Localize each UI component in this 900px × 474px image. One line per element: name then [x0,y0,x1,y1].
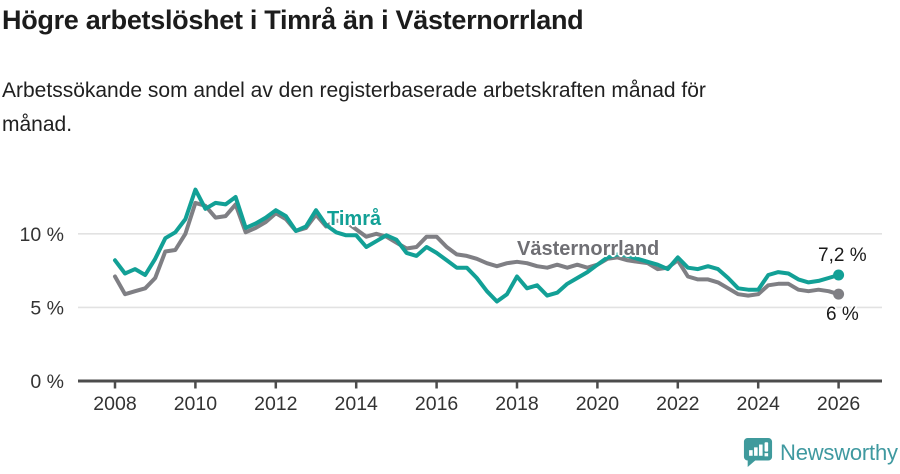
end-dot [833,269,845,281]
newsworthy-icon [743,437,773,468]
y-tick-label: 10 % [20,224,64,246]
series-line-vsternorrland [113,200,841,298]
chart-subtitle: Arbetssökande som andel av den registerb… [2,74,706,142]
x-tick-label: 2010 [174,393,218,415]
series-line-timr [113,187,841,304]
brand-name: Newsworthy [780,439,898,465]
x-tick-label: 2026 [817,393,860,415]
end-value-label-vasternorrland: 6 % [826,304,859,325]
x-tick-label: 2020 [576,393,620,415]
x-tick-label: 2016 [415,393,458,415]
y-tick-label: 0 % [30,371,64,393]
newsworthy-logo: Newsworthy [743,437,898,468]
y-tick-label: 5 % [30,297,64,319]
series-label-timra: Timrå [327,208,382,230]
x-tick-label: 2022 [656,393,699,415]
x-tick-label: 2014 [335,393,379,415]
subtitle-line-1: Arbetssökande som andel av den registerb… [2,79,706,102]
page-title: Högre arbetslöshet i Timrå än i Västerno… [2,5,584,35]
subtitle-line-2: månad. [2,113,73,136]
end-value-label-timra: 7,2 % [818,245,867,266]
series-label-vasternorrland: Västernorrland [517,238,660,260]
end-dot [833,288,845,300]
x-tick-label: 2018 [495,393,538,415]
x-tick-label: 2008 [93,393,136,415]
x-tick-label: 2012 [254,393,297,415]
x-tick-label: 2024 [737,393,781,415]
